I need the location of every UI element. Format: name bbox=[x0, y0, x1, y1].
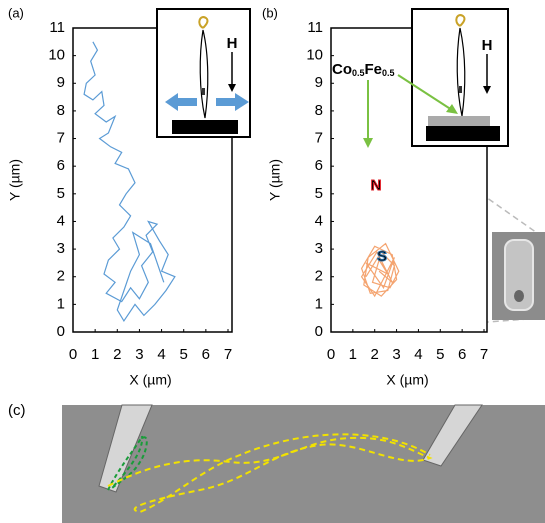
panel-label: (a) bbox=[8, 5, 24, 20]
coating bbox=[428, 116, 490, 126]
x-tick-label: 3 bbox=[135, 346, 143, 363]
x-tick-label: 6 bbox=[458, 346, 466, 363]
y-tick-label: 8 bbox=[315, 102, 323, 119]
pillar-image bbox=[492, 232, 545, 320]
y-tick-label: 11 bbox=[49, 19, 65, 36]
x-tick-label: 7 bbox=[480, 346, 488, 363]
y-tick-label: 0 bbox=[315, 323, 323, 340]
y-tick-label: 1 bbox=[57, 295, 65, 312]
substrate bbox=[172, 120, 238, 134]
panel-c-image bbox=[62, 405, 545, 523]
y-tick-label: 7 bbox=[57, 130, 65, 147]
x-tick-label: 2 bbox=[371, 346, 379, 363]
y-tick-label: 0 bbox=[57, 323, 65, 340]
y-tick-label: 4 bbox=[315, 212, 323, 229]
x-axis-label: X (µm) bbox=[129, 372, 171, 388]
x-tick-label: 3 bbox=[392, 346, 400, 363]
element: Co bbox=[332, 61, 352, 78]
y-tick-label: 5 bbox=[57, 185, 65, 202]
y-tick-label: 6 bbox=[315, 157, 323, 174]
x-tick-label: 1 bbox=[349, 346, 357, 363]
y-tick-label: 11 bbox=[307, 19, 323, 36]
element: Fe bbox=[365, 61, 383, 78]
inset-b bbox=[412, 9, 508, 146]
panel-label: (c) bbox=[8, 402, 26, 419]
y-tick-label: 5 bbox=[315, 185, 323, 202]
x-tick-label: 7 bbox=[224, 346, 232, 363]
substrate bbox=[426, 126, 500, 141]
y-tick-label: 10 bbox=[306, 47, 323, 64]
x-tick-label: 1 bbox=[91, 346, 99, 363]
inset-a bbox=[157, 9, 250, 137]
x-tick-label: 4 bbox=[157, 346, 165, 363]
y-tick-label: 4 bbox=[57, 212, 65, 229]
y-tick-label: 1 bbox=[315, 295, 323, 312]
x-tick-label: 5 bbox=[436, 346, 444, 363]
magnet bbox=[202, 88, 205, 95]
annotation: H bbox=[227, 35, 238, 52]
y-tick-label: 6 bbox=[57, 157, 65, 174]
x-tick-label: 2 bbox=[113, 346, 121, 363]
annotation: N bbox=[371, 177, 382, 194]
y-axis-label: Y (µm) bbox=[7, 159, 23, 201]
x-tick-label: 0 bbox=[69, 346, 77, 363]
subscript: 0.5 bbox=[382, 68, 395, 78]
x-tick-label: 6 bbox=[202, 346, 210, 363]
pillar-tip bbox=[514, 290, 524, 302]
y-axis-label: Y (µm) bbox=[267, 159, 283, 201]
subscript: 0.5 bbox=[352, 68, 365, 78]
x-axis-label: X (µm) bbox=[386, 372, 428, 388]
panel-label: (b) bbox=[262, 5, 278, 20]
figure: 0123456789101101234567X (µm)Y (µm)(a)012… bbox=[0, 0, 545, 523]
x-tick-label: 5 bbox=[180, 346, 188, 363]
x-tick-label: 0 bbox=[327, 346, 335, 363]
y-tick-label: 8 bbox=[57, 102, 65, 119]
y-tick-label: 3 bbox=[315, 240, 323, 257]
y-tick-label: 2 bbox=[57, 268, 65, 285]
y-tick-label: 9 bbox=[57, 74, 65, 91]
annotation: S bbox=[377, 248, 387, 265]
annotation: H bbox=[482, 37, 493, 54]
y-tick-label: 9 bbox=[315, 74, 323, 91]
magnet bbox=[459, 86, 462, 93]
y-tick-label: 2 bbox=[315, 268, 323, 285]
y-tick-label: 3 bbox=[57, 240, 65, 257]
y-tick-label: 10 bbox=[48, 47, 65, 64]
x-tick-label: 4 bbox=[414, 346, 422, 363]
y-tick-label: 7 bbox=[315, 130, 323, 147]
